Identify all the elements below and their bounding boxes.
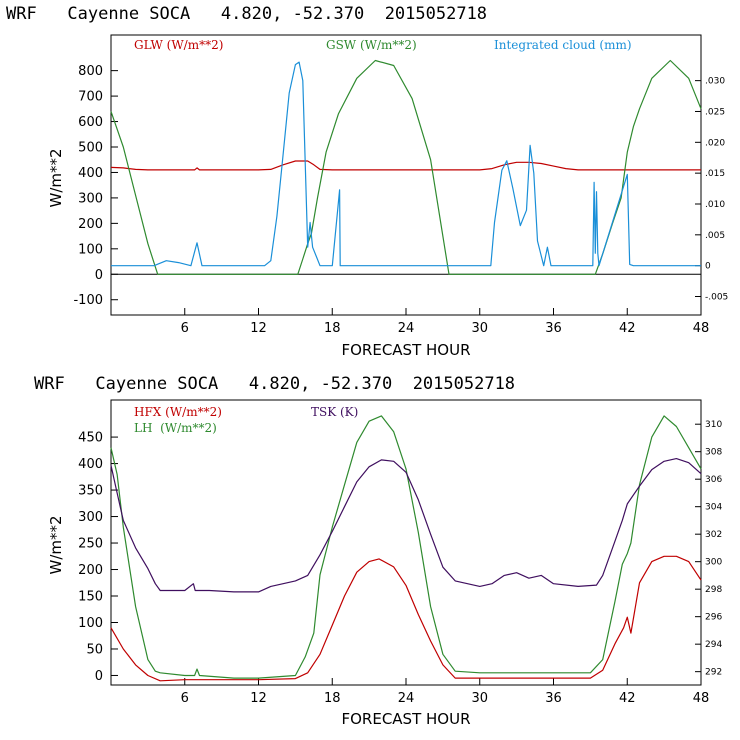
chart-glw-gsw-cloud: WRF Cayenne SOCA 4.820, -52.370 20150527… xyxy=(6,4,728,359)
y-tick-label: 0 xyxy=(95,669,103,684)
y2-tick-label: 302 xyxy=(705,530,722,540)
legend-hfx: HFX (W/m**2) xyxy=(134,405,222,419)
series-line-glw xyxy=(110,160,701,171)
y-tick-label: 800 xyxy=(78,64,103,79)
y2-tick-label: .020 xyxy=(705,138,725,148)
y2-tick-label: 298 xyxy=(705,585,722,595)
chart-2-ticks: 6 12 18 24 30 36 42 48 0 50 100 150 200 250 300 350 400 4… xyxy=(78,420,722,706)
legend-tsk: TSK (K) xyxy=(311,405,358,419)
x-tick-label: 12 xyxy=(250,321,267,336)
x-tick-label: 36 xyxy=(545,321,562,336)
y2-tick-label: 310 xyxy=(705,420,722,430)
y-tick-label: 400 xyxy=(78,457,103,472)
y2-tick-label: 300 xyxy=(705,558,722,568)
chart-2-plot-frame xyxy=(110,399,702,686)
y-tick-label: 50 xyxy=(86,642,103,657)
y-tick-label: 200 xyxy=(78,217,103,232)
legend-cloud: Integrated cloud (mm) xyxy=(494,38,632,52)
x-tick-label: 36 xyxy=(545,691,562,706)
y-tick-label: 150 xyxy=(78,590,103,605)
series-line-hfx xyxy=(110,555,702,682)
y-tick-label: 700 xyxy=(78,90,103,105)
x-tick-label: 6 xyxy=(181,321,189,336)
x-tick-label: 42 xyxy=(619,691,636,706)
chart-1-ticks: 6 12 18 24 30 36 42 48 -100 0 100 200 300 400 500 600 70… xyxy=(73,64,728,336)
x-tick-label: 48 xyxy=(693,321,710,336)
y2-tick-label: 304 xyxy=(705,503,722,513)
y2-tick-label: 308 xyxy=(705,448,722,458)
series-line-lh xyxy=(110,415,702,679)
y-tick-label: 100 xyxy=(78,242,103,257)
legend-glw: GLW (W/m**2) xyxy=(134,38,223,52)
series-line-tsk xyxy=(110,458,702,593)
x-tick-label: 24 xyxy=(398,321,415,336)
x-tick-label: 6 xyxy=(181,691,189,706)
y2-tick-label: .005 xyxy=(705,231,725,241)
x-tick-label: 30 xyxy=(471,691,488,706)
y-tick-label: 600 xyxy=(78,115,103,130)
y-tick-label: 200 xyxy=(78,563,103,578)
y-tick-label: 300 xyxy=(78,191,103,206)
x-tick-label: 18 xyxy=(324,321,341,336)
chart-2-x-axis-label: FORECAST HOUR xyxy=(341,710,470,728)
series-line-gsw xyxy=(110,59,702,275)
x-tick-label: 12 xyxy=(250,691,267,706)
y-tick-label: 100 xyxy=(78,616,103,631)
x-tick-label: 48 xyxy=(693,691,710,706)
y-tick-label: -100 xyxy=(73,293,103,308)
y-tick-label: 300 xyxy=(78,510,103,525)
y2-tick-label: .015 xyxy=(705,169,725,179)
y2-tick-label: 296 xyxy=(705,613,722,623)
y2-tick-label: .025 xyxy=(705,107,725,117)
y2-tick-label: .010 xyxy=(705,200,725,210)
y2-tick-label: -.005 xyxy=(705,292,728,302)
legend-gsw: GSW (W/m**2) xyxy=(326,38,417,52)
chart-2-y-axis-label: W/m**2 xyxy=(47,515,65,574)
x-tick-label: 24 xyxy=(398,691,415,706)
y2-tick-label: 0 xyxy=(705,262,711,272)
y2-tick-label: 306 xyxy=(705,475,722,485)
y-tick-label: 250 xyxy=(78,537,103,552)
y-tick-label: 350 xyxy=(78,484,103,499)
x-tick-label: 30 xyxy=(471,321,488,336)
chart-2-header: WRF Cayenne SOCA 4.820, -52.370 20150527… xyxy=(34,374,515,394)
y2-tick-label: 292 xyxy=(705,668,722,678)
y-tick-label: 500 xyxy=(78,141,103,156)
y2-tick-label: 294 xyxy=(705,640,722,650)
chart-1-y-axis-label: W/m**2 xyxy=(47,148,65,207)
x-tick-label: 18 xyxy=(324,691,341,706)
y2-tick-label: .030 xyxy=(705,77,725,87)
chart-1-lines xyxy=(110,59,702,275)
chart-1-header: WRF Cayenne SOCA 4.820, -52.370 20150527… xyxy=(6,4,487,24)
legend-lh: LH (W/m**2) xyxy=(134,421,217,435)
chart-2-lines xyxy=(110,415,702,682)
x-tick-label: 42 xyxy=(619,321,636,336)
chart-hfx-lh-tsk: WRF Cayenne SOCA 4.820, -52.370 20150527… xyxy=(34,374,722,728)
y-tick-label: 400 xyxy=(78,166,103,181)
y-tick-label: 0 xyxy=(95,268,103,283)
chart-1-plot-frame xyxy=(110,34,702,316)
chart-1-x-axis-label: FORECAST HOUR xyxy=(341,341,470,359)
y-tick-label: 450 xyxy=(78,431,103,446)
series-line-integrated xyxy=(111,61,701,267)
